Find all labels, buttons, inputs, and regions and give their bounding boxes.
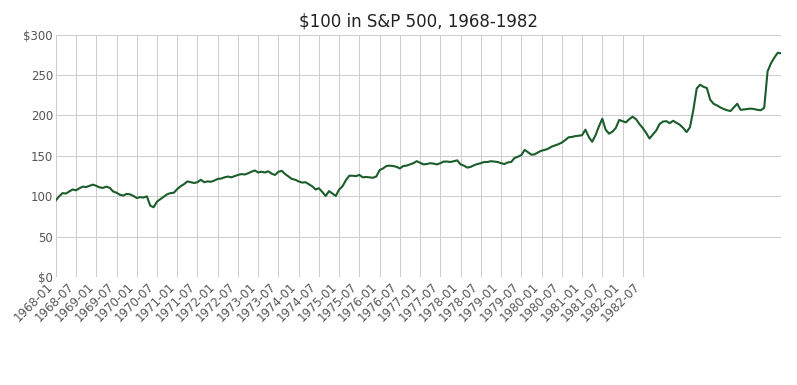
Title: $100 in S&P 500, 1968-1982: $100 in S&P 500, 1968-1982 [299, 12, 538, 30]
